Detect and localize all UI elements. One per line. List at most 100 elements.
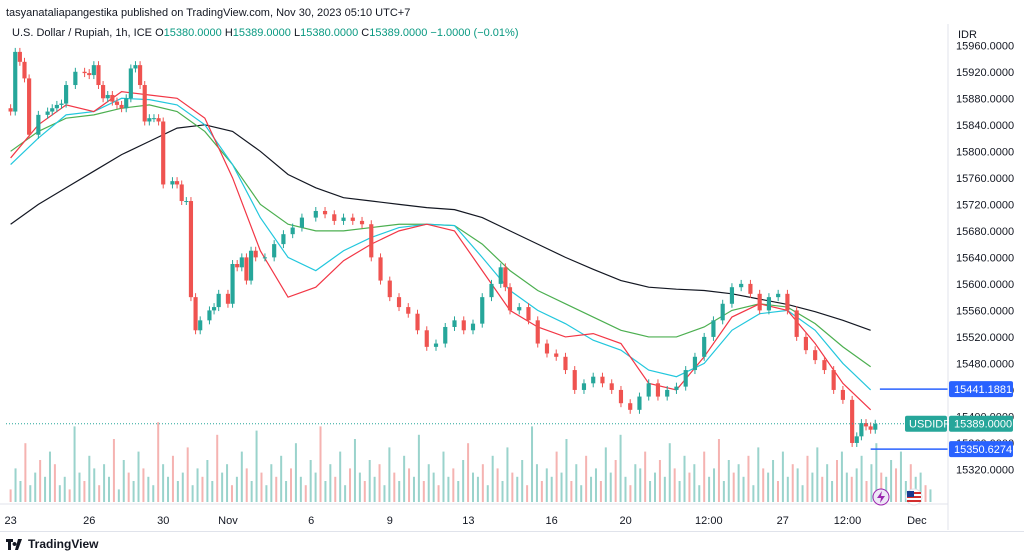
volume-bar — [403, 455, 406, 502]
volume-bar — [890, 460, 893, 502]
candle-body — [831, 370, 836, 390]
volume-bar — [447, 476, 450, 502]
candle-body — [498, 267, 503, 284]
volume-bar — [88, 455, 91, 502]
volume-bar — [501, 481, 504, 502]
volume-bar — [398, 481, 401, 502]
candle-body — [470, 323, 476, 331]
candle-body — [785, 293, 790, 311]
candle-body — [272, 244, 277, 258]
level-price-tag-label: 15441.1881 — [954, 384, 1012, 396]
volume-bar — [137, 451, 140, 502]
candle-body — [628, 403, 633, 410]
volume-bar — [752, 485, 755, 502]
candle-body — [452, 320, 457, 327]
volume-bar — [860, 455, 863, 502]
candle-body — [757, 293, 762, 311]
time-axis[interactable]: 23 26 30 Nov 6 9 13 16 20 12:00 27 12:00 Dec — [4, 515, 927, 527]
volume-bar — [609, 472, 612, 502]
us-flag-icon[interactable] — [905, 488, 923, 506]
volume-bar — [196, 468, 199, 502]
ma-slow-line — [10, 104, 871, 368]
volume-bar — [806, 455, 809, 502]
volume-bar — [58, 485, 61, 502]
candle-body — [854, 436, 859, 443]
close-value: 15389.0000 — [369, 27, 428, 39]
volume-bar — [899, 451, 902, 502]
volume-bar — [255, 430, 258, 502]
symbol-name[interactable]: U.S. Dollar / Rupiah, 1h, ICE — [12, 27, 153, 39]
volume-bar — [176, 481, 179, 502]
price-chart[interactable]: 15960.0000 15920.0000 15880.0000 15840.0000… — [0, 24, 1024, 530]
volume-bar — [924, 485, 927, 502]
volume-bar — [24, 443, 27, 502]
moving-averages — [10, 91, 872, 411]
candle-body — [179, 184, 184, 202]
volume-bar — [545, 468, 548, 502]
volume-bar — [167, 476, 170, 502]
ma-long-line — [10, 124, 871, 331]
volume-bar — [206, 460, 209, 502]
volume-bar — [634, 464, 637, 502]
tradingview-logo[interactable]: TradingView — [6, 537, 98, 551]
volume-bar — [44, 476, 47, 502]
time-tick-label: 30 — [157, 515, 169, 527]
volume-bar — [432, 472, 435, 502]
volume-bar — [693, 464, 696, 502]
candle-body — [433, 343, 439, 347]
candle-body — [225, 293, 231, 304]
candle-body — [840, 389, 845, 400]
price-tick-label: 15320.0000 — [956, 464, 1014, 476]
volume-bar — [309, 460, 312, 502]
volume-bar — [821, 476, 824, 502]
volume-bar — [142, 468, 145, 502]
volume-bar — [467, 443, 470, 502]
candle-body — [637, 396, 642, 410]
volume-bar — [481, 464, 484, 502]
volume-bar — [506, 447, 509, 502]
candle-body — [170, 181, 175, 185]
candle-body — [138, 65, 143, 86]
time-tick-label: 12:00 — [695, 515, 723, 527]
volume-bar — [762, 468, 765, 502]
volume-bar — [201, 476, 204, 502]
candle-body — [591, 376, 596, 384]
volume-bar — [663, 476, 666, 502]
ma-mid-line — [10, 97, 872, 391]
volume-bar — [875, 443, 878, 502]
volume-bar — [772, 460, 775, 502]
price-tick-label: 15520.0000 — [956, 332, 1014, 344]
candle-body — [281, 234, 286, 245]
candle-body — [503, 267, 508, 288]
candle-body — [96, 65, 101, 86]
candle-body — [415, 313, 420, 331]
volume-bar — [865, 481, 868, 502]
volume-bar — [299, 476, 302, 502]
candle-body — [526, 307, 531, 321]
volume-bar — [585, 455, 588, 502]
candle-body — [873, 423, 878, 430]
volume-bar — [649, 481, 652, 502]
volume-bar — [614, 460, 617, 502]
candle-body — [124, 98, 129, 109]
change-value: −1.0000 (−0.01%) — [430, 27, 519, 39]
candle-body — [73, 71, 78, 86]
lightning-icon[interactable] — [872, 488, 890, 506]
time-tick-label: 9 — [387, 515, 393, 527]
close-label: C — [361, 27, 370, 39]
candle-body — [230, 264, 235, 304]
candle-body — [683, 370, 688, 387]
candle-body — [868, 426, 873, 430]
price-tick-label: 15720.0000 — [956, 199, 1014, 211]
ma-fast-line — [10, 91, 872, 411]
candle-body — [748, 283, 753, 294]
time-tick-label: 16 — [545, 515, 557, 527]
price-tick-label: 15680.0000 — [956, 226, 1014, 238]
volume-bar — [412, 476, 415, 502]
volume-bar — [555, 451, 558, 502]
candle-body — [563, 356, 568, 371]
volume-bar — [880, 472, 883, 502]
open-label: O — [155, 27, 164, 39]
volume-bar — [496, 468, 499, 502]
price-axis[interactable]: 15960.0000 15920.0000 15880.0000 15840.0000… — [956, 40, 1014, 476]
